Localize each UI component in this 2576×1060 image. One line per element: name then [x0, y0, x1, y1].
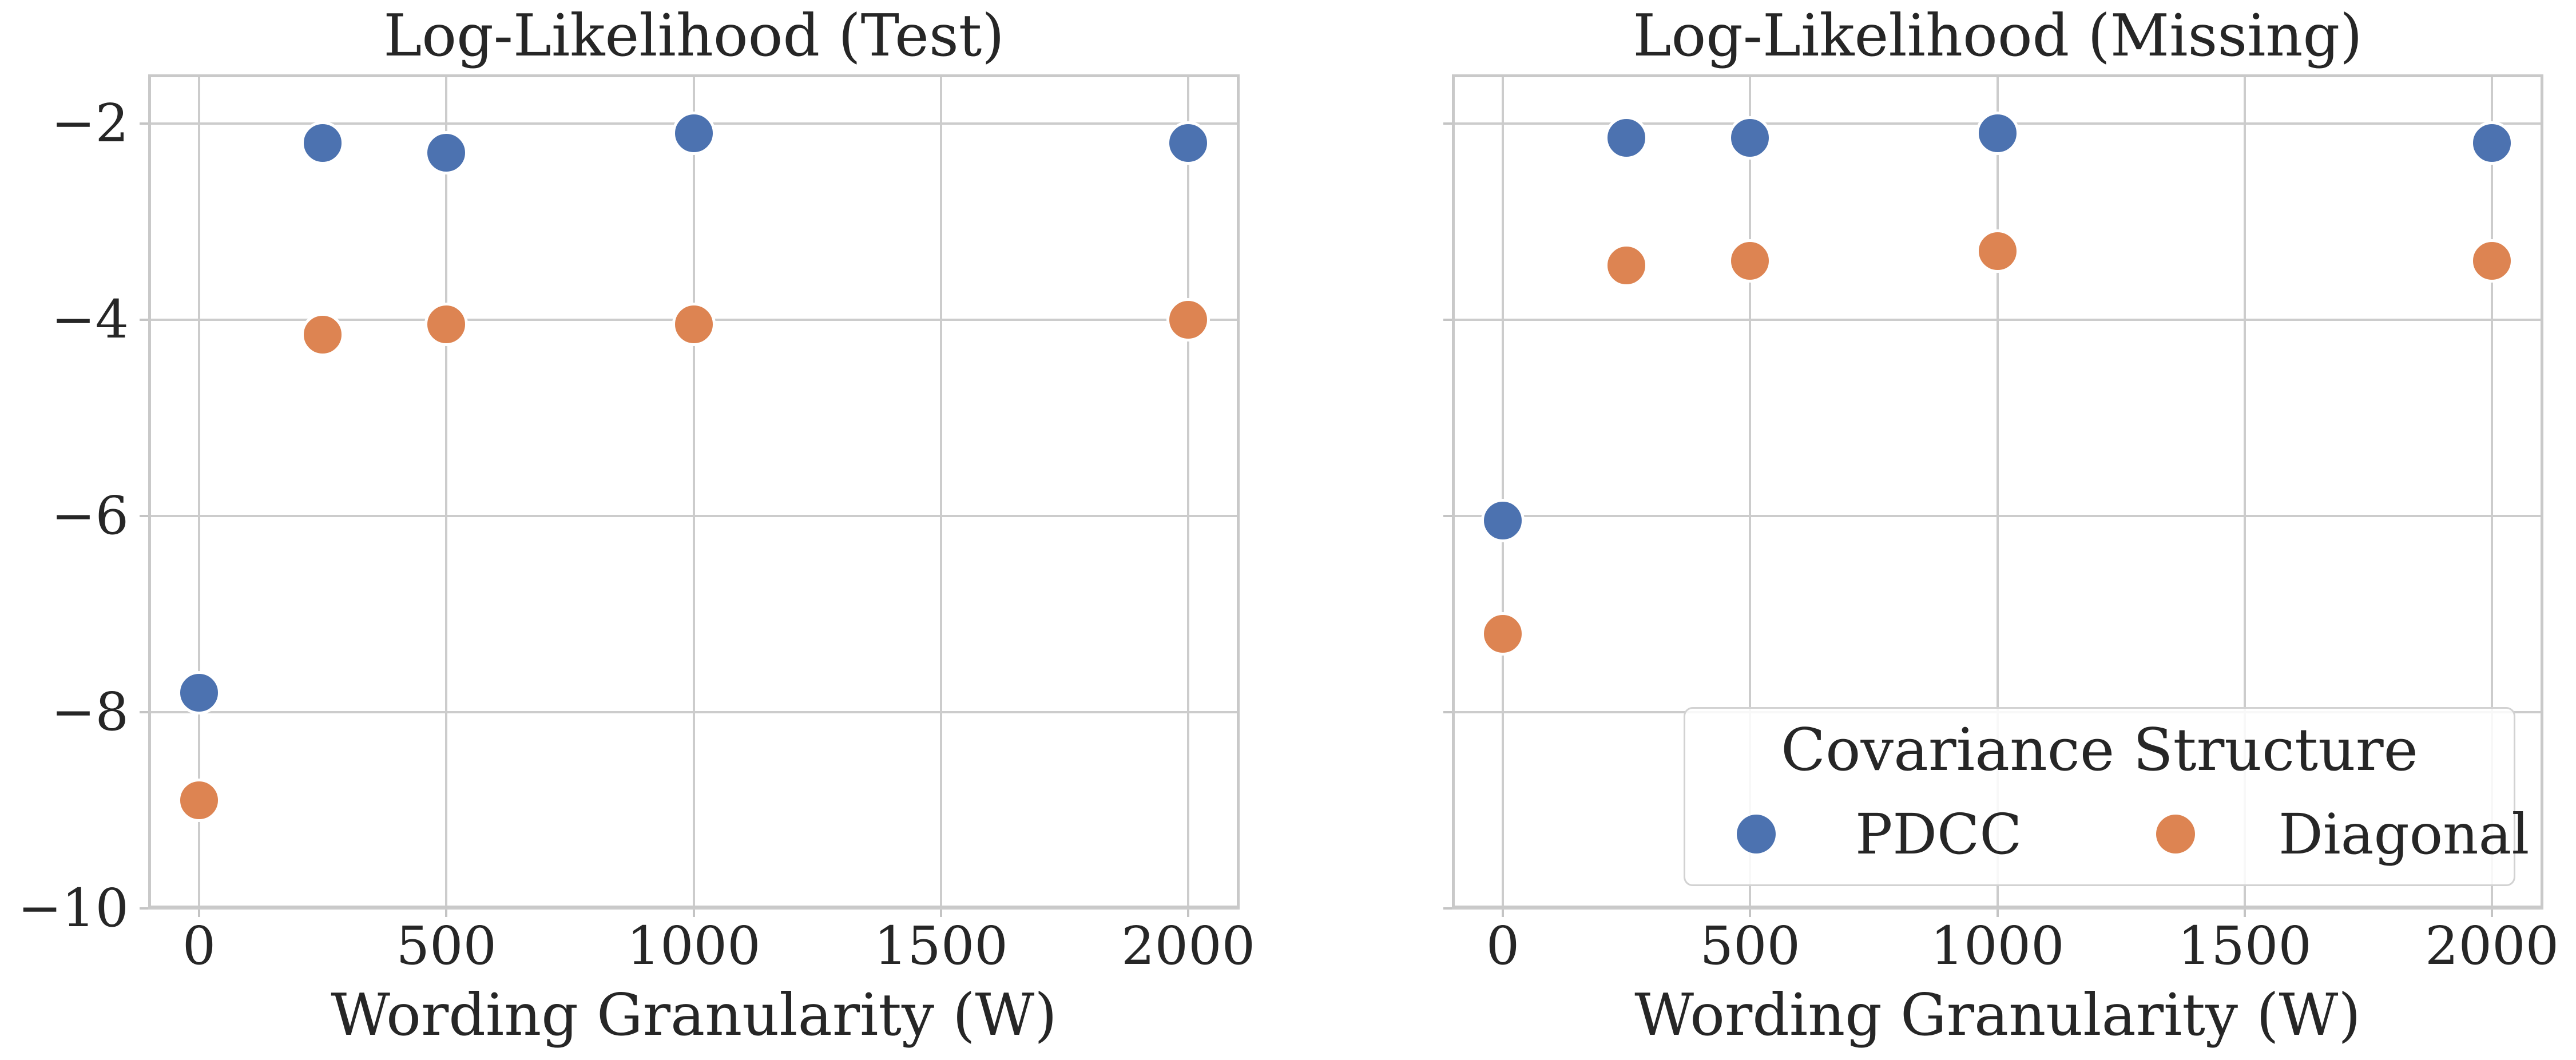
- x-tick-label: 2000: [2425, 915, 2559, 976]
- data-point-pdcc: [177, 670, 221, 714]
- y-tick-label: −10: [17, 878, 129, 939]
- data-point-diagonal: [1728, 239, 1772, 283]
- left-plot-xlabel: Wording Granularity (W): [331, 981, 1057, 1049]
- x-gridline: [2243, 74, 2246, 908]
- x-gridline: [1749, 74, 1752, 908]
- x-gridline: [198, 74, 201, 908]
- x-tick-label: 0: [1486, 915, 1520, 976]
- y-tick-mark: [1443, 514, 1452, 517]
- y-tick-label: −6: [51, 485, 129, 546]
- data-point-diagonal: [1166, 297, 1210, 342]
- data-point-diagonal: [2470, 239, 2514, 283]
- y-gridline: [1452, 514, 2543, 517]
- y-tick-mark: [1443, 710, 1452, 713]
- legend-label-diagonal: Diagonal: [2279, 802, 2530, 867]
- y-gridline: [148, 710, 1240, 713]
- data-point-diagonal: [424, 303, 469, 347]
- x-tick-mark: [2243, 908, 2246, 917]
- x-tick-label: 2000: [1121, 915, 1256, 976]
- x-gridline: [2491, 74, 2494, 908]
- y-gridline: [148, 514, 1240, 517]
- x-tick-mark: [692, 908, 695, 917]
- legend-marker-pdcc-icon: [1737, 815, 1776, 853]
- data-point-pdcc: [1481, 499, 1525, 543]
- data-point-diagonal: [1605, 244, 1649, 288]
- data-point-pdcc: [1728, 116, 1772, 160]
- legend-title: Covariance Structure: [1781, 716, 2418, 784]
- x-tick-mark: [1996, 908, 1999, 917]
- x-tick-mark: [198, 908, 201, 917]
- y-gridline: [148, 907, 1240, 910]
- data-point-pdcc: [301, 121, 345, 165]
- data-point-pdcc: [2470, 121, 2514, 165]
- data-point-pdcc: [424, 131, 469, 175]
- x-tick-label: 500: [1700, 915, 1801, 976]
- data-point-pdcc: [672, 111, 716, 155]
- x-tick-mark: [1749, 908, 1752, 917]
- y-tick-label: −4: [51, 288, 129, 350]
- data-point-diagonal: [672, 303, 716, 347]
- x-tick-mark: [445, 908, 448, 917]
- y-tick-mark: [140, 122, 148, 125]
- right-plot-xlabel: Wording Granularity (W): [1634, 981, 2361, 1049]
- right-plot-title: Log-Likelihood (Missing): [1633, 2, 2363, 69]
- y-gridline: [1452, 907, 2543, 910]
- y-tick-label: −8: [51, 681, 129, 743]
- left-plot-title: Log-Likelihood (Test): [383, 2, 1005, 69]
- data-point-diagonal: [301, 312, 345, 356]
- y-tick-mark: [140, 318, 148, 321]
- data-point-diagonal: [177, 779, 221, 823]
- data-point-diagonal: [1975, 229, 2019, 273]
- y-tick-mark: [140, 710, 148, 713]
- x-tick-label: 0: [182, 915, 216, 976]
- x-tick-label: 1500: [874, 915, 1008, 976]
- x-tick-label: 1000: [626, 915, 761, 976]
- left-plot-axes: 0 500 1000 1500 2000 −2 −4 −6 −8 −10: [18, 74, 1255, 974]
- data-point-pdcc: [1166, 121, 1210, 165]
- x-tick-label: 500: [396, 915, 497, 976]
- y-gridline: [1452, 318, 2543, 321]
- x-tick-label: 1500: [2177, 915, 2312, 976]
- y-tick-mark: [1443, 122, 1452, 125]
- data-point-pdcc: [1605, 116, 1649, 160]
- x-tick-mark: [1502, 908, 1505, 917]
- x-gridline: [939, 74, 942, 908]
- x-tick-mark: [939, 908, 942, 917]
- x-tick-mark: [1187, 908, 1190, 917]
- legend-marker-diagonal-icon: [2156, 815, 2195, 853]
- y-tick-mark: [1443, 318, 1452, 321]
- x-tick-label: 1000: [1930, 915, 2065, 976]
- legend-label-pdcc: PDCC: [1855, 802, 2022, 867]
- data-point-diagonal: [1481, 612, 1525, 656]
- y-tick-mark: [1443, 907, 1452, 910]
- y-tick-mark: [140, 907, 148, 910]
- x-gridline: [1502, 74, 1505, 908]
- y-tick-mark: [140, 514, 148, 517]
- data-point-pdcc: [1975, 111, 2019, 155]
- x-gridline: [1996, 74, 1999, 908]
- x-gridline: [1187, 74, 1190, 908]
- x-gridline: [445, 74, 448, 908]
- legend: Covariance Structure PDCC Diagonal: [1684, 707, 2529, 886]
- x-gridline: [692, 74, 695, 908]
- x-tick-mark: [2491, 908, 2494, 917]
- y-tick-label: −2: [51, 92, 129, 154]
